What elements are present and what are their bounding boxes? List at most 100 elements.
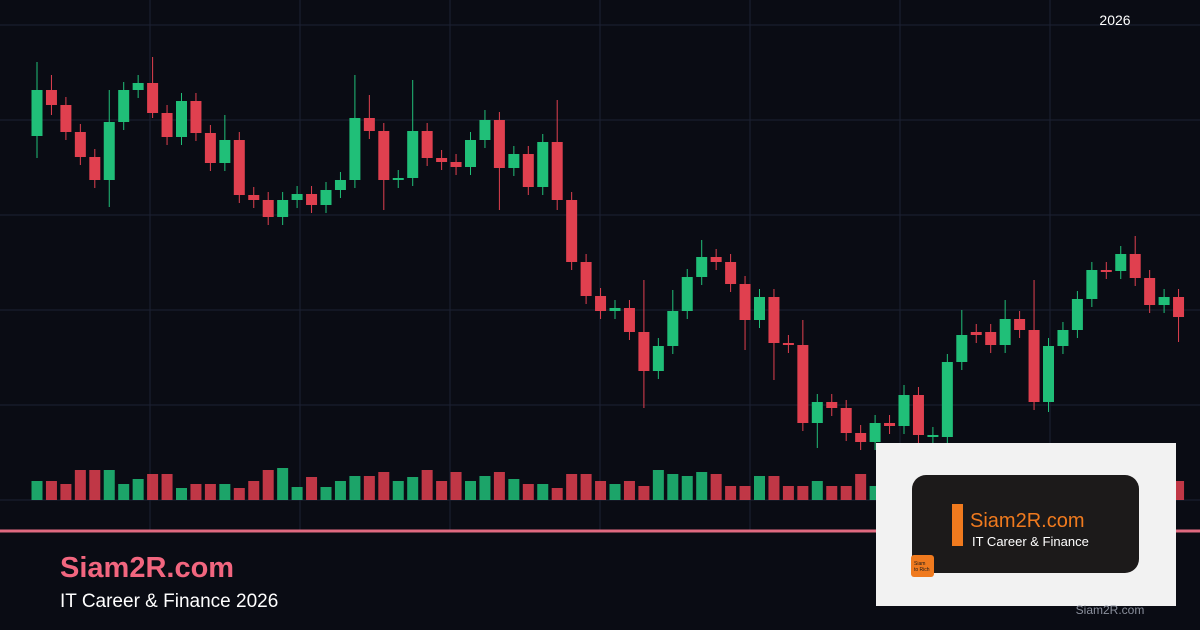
candle-body bbox=[479, 120, 491, 140]
volume-bar bbox=[811, 481, 823, 500]
candle-body bbox=[277, 200, 289, 217]
candle-body bbox=[970, 332, 982, 335]
candle-body bbox=[623, 308, 635, 332]
volume-bar bbox=[826, 486, 838, 500]
volume-bar bbox=[623, 481, 635, 500]
volume-bar bbox=[277, 468, 289, 500]
candle-body bbox=[248, 195, 260, 200]
candle-body bbox=[118, 90, 130, 122]
volume-bar bbox=[638, 486, 650, 500]
volume-bar bbox=[421, 470, 433, 500]
candle-body bbox=[465, 140, 476, 167]
volume-bar bbox=[60, 484, 72, 500]
candle-body bbox=[132, 83, 144, 90]
candle-body bbox=[768, 297, 780, 343]
candle-body bbox=[681, 277, 693, 311]
candle-body bbox=[580, 262, 592, 296]
candle-body bbox=[811, 402, 823, 423]
volume-bar bbox=[334, 481, 346, 500]
grid bbox=[0, 0, 1200, 530]
volume-bar bbox=[363, 476, 375, 500]
candle-body bbox=[421, 131, 433, 158]
volume-bar bbox=[508, 479, 520, 500]
candle-body bbox=[349, 118, 361, 180]
volume-bar bbox=[147, 474, 159, 500]
candle-body bbox=[551, 142, 563, 200]
volume-bar bbox=[190, 484, 202, 500]
volume-bar bbox=[407, 477, 419, 500]
candle-body bbox=[306, 194, 318, 205]
candle-body bbox=[450, 162, 462, 167]
volume-bar bbox=[89, 470, 101, 500]
candle-body bbox=[436, 158, 448, 162]
logo-bar bbox=[952, 504, 963, 546]
candle-body bbox=[262, 200, 274, 217]
candle-body bbox=[1086, 270, 1098, 299]
volume-bar bbox=[132, 479, 144, 500]
volume-bar bbox=[725, 486, 737, 500]
volume-bar bbox=[436, 481, 448, 500]
volume-bar bbox=[1173, 481, 1185, 500]
candle-body bbox=[378, 131, 390, 180]
candle-body bbox=[927, 435, 939, 437]
volume-bar bbox=[378, 472, 390, 500]
candle-body bbox=[1071, 299, 1083, 330]
candle-body bbox=[161, 113, 173, 137]
candle-body bbox=[147, 83, 159, 113]
watermark: Siam2R.com bbox=[1076, 603, 1145, 617]
volume-bar bbox=[31, 481, 43, 500]
volume-bar bbox=[855, 474, 867, 500]
candle-body bbox=[797, 345, 809, 423]
candle-body bbox=[985, 332, 997, 345]
candle-body bbox=[941, 362, 953, 437]
logo-tagline: IT Career & Finance bbox=[972, 534, 1089, 549]
candle-body bbox=[363, 118, 375, 131]
volume-bar bbox=[869, 486, 881, 500]
candle-body bbox=[219, 140, 231, 163]
volume-bar bbox=[392, 481, 404, 500]
volume-bar bbox=[595, 481, 607, 500]
candle-body bbox=[754, 297, 765, 320]
candle-body bbox=[1115, 254, 1127, 271]
candle-body bbox=[508, 154, 520, 168]
volume-bar bbox=[45, 481, 57, 500]
logo-icon bbox=[911, 555, 934, 577]
candle-body bbox=[609, 308, 621, 311]
volume-bar bbox=[204, 484, 216, 500]
volume-bar bbox=[537, 484, 549, 500]
volume-bar bbox=[74, 470, 86, 500]
volume-bar bbox=[219, 484, 231, 500]
candle-body bbox=[725, 262, 737, 284]
candle-body bbox=[826, 402, 838, 408]
logo-name: Siam2R.com bbox=[970, 510, 1084, 532]
candle-body bbox=[652, 346, 664, 371]
candle-body bbox=[291, 194, 303, 200]
brand-title: Siam2R.com bbox=[60, 552, 234, 584]
volume-bar bbox=[609, 484, 621, 500]
year-badge: 2026 bbox=[1099, 12, 1130, 28]
volume-bar bbox=[768, 476, 780, 500]
volume-bar bbox=[103, 470, 115, 500]
candle-body bbox=[1028, 330, 1040, 402]
candle-body bbox=[60, 105, 72, 132]
volume-bar bbox=[320, 487, 332, 500]
candle-body bbox=[537, 142, 549, 187]
candle-body bbox=[407, 131, 419, 178]
candle-body bbox=[1057, 330, 1069, 346]
candle-body bbox=[1144, 278, 1156, 305]
volume-bar bbox=[349, 476, 361, 500]
candle-body bbox=[493, 120, 505, 168]
candle-body bbox=[74, 132, 86, 157]
logo-card bbox=[912, 475, 1139, 573]
candle-body bbox=[190, 101, 202, 133]
candle-body bbox=[320, 190, 332, 205]
candle-body bbox=[884, 423, 896, 426]
volume-bar bbox=[667, 474, 679, 500]
volume-bar bbox=[840, 486, 852, 500]
volume-bar bbox=[118, 484, 130, 500]
volume-bar bbox=[161, 474, 173, 500]
logo-icon-text: Siam bbox=[914, 561, 925, 567]
volume-bar bbox=[306, 477, 318, 500]
